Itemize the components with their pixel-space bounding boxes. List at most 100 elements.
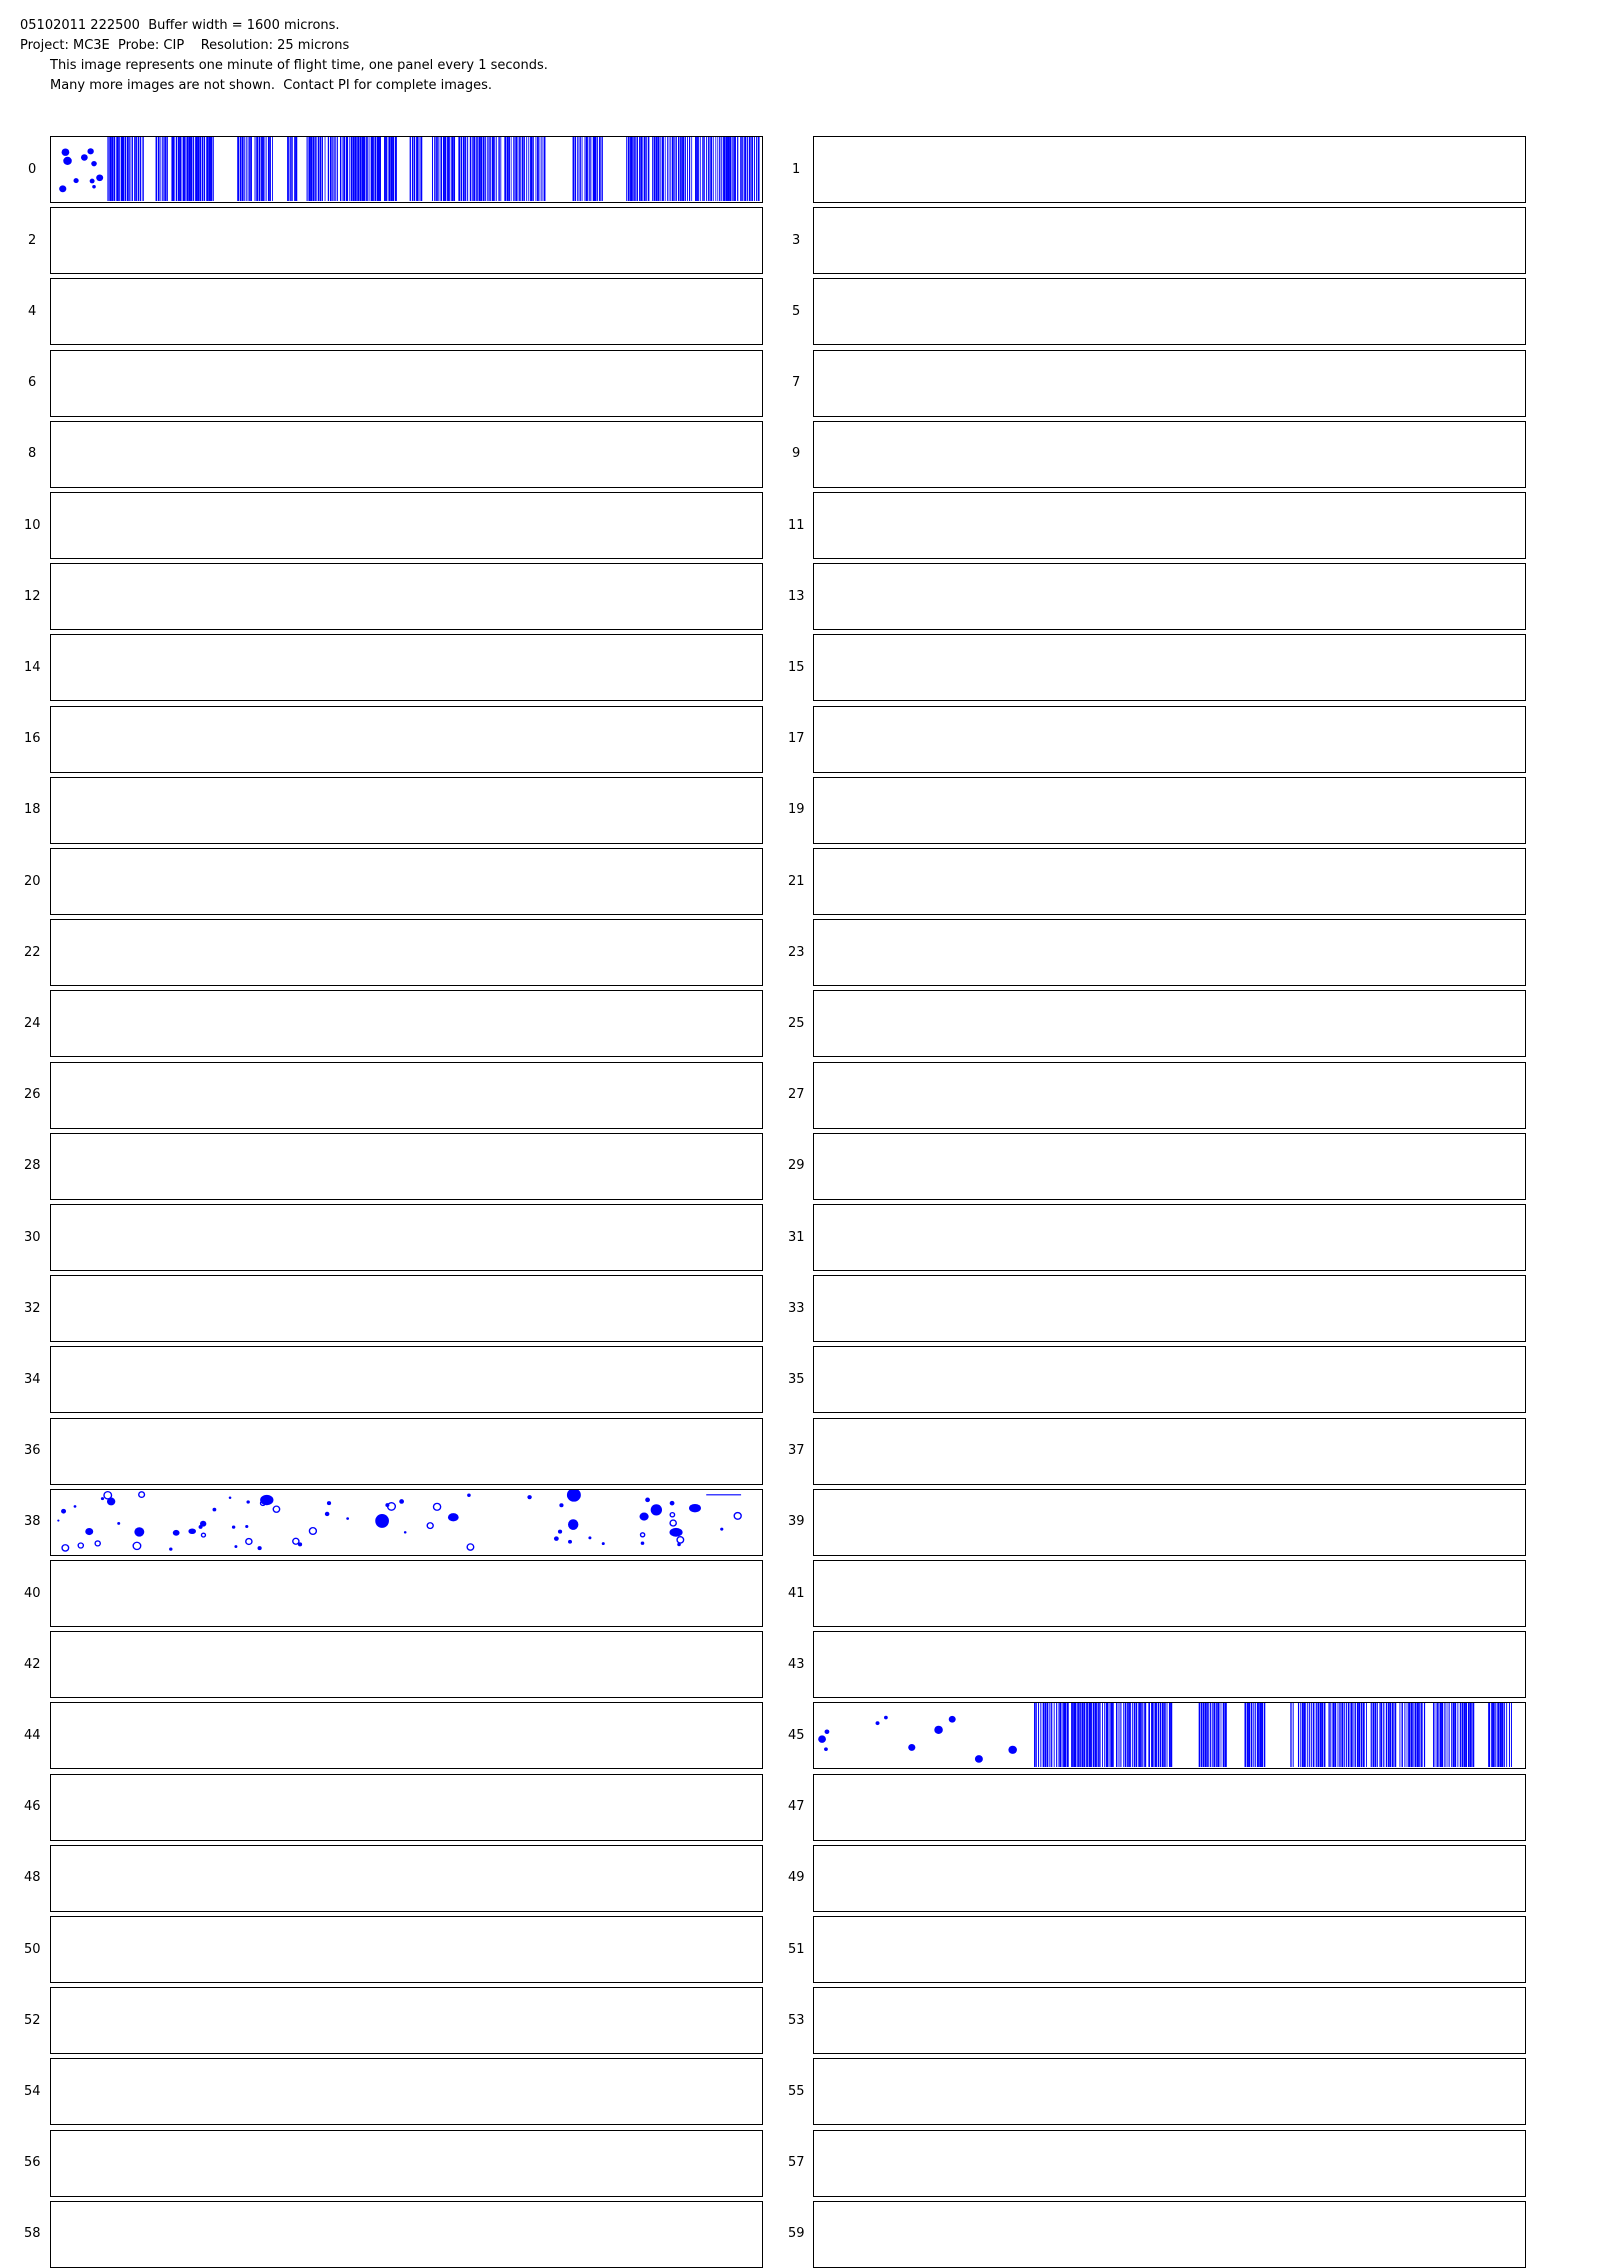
panel-number: 59 [788, 2226, 805, 2242]
image-panel-40 [50, 1560, 763, 1627]
image-panel-2 [50, 207, 763, 275]
panel-number: 7 [792, 375, 801, 391]
image-panel-12 [50, 563, 763, 631]
image-panel-16 [50, 705, 763, 773]
particle-image [59, 137, 760, 201]
panel-number: 29 [788, 1158, 805, 1174]
panel-number: 18 [24, 802, 41, 818]
panel-number: 32 [24, 1300, 41, 1316]
image-panel-8 [50, 420, 763, 488]
image-panel-29 [813, 1132, 1526, 1200]
panel-number: 40 [24, 1585, 41, 1601]
panel-number: 31 [788, 1229, 805, 1245]
panel-number: 34 [24, 1371, 41, 1387]
image-panel-20 [50, 848, 763, 915]
panel-number: 20 [24, 873, 41, 889]
image-panel-59 [813, 2200, 1526, 2268]
image-panel-3 [813, 207, 1526, 275]
panel-number: 28 [24, 1158, 41, 1174]
image-panel-15 [813, 634, 1526, 702]
image-panel-33 [813, 1275, 1526, 1343]
panel-number: 48 [24, 1870, 41, 1886]
panel-number: 30 [24, 1229, 41, 1245]
image-panel-25 [813, 990, 1526, 1058]
image-panel-44 [50, 1702, 763, 1770]
panel-number: 50 [24, 1941, 41, 1957]
panel-number: 14 [24, 659, 41, 675]
image-panel-1 [813, 136, 1526, 203]
panel-number: 9 [792, 446, 801, 462]
panel-number: 22 [24, 944, 41, 960]
image-panel-54 [50, 2058, 763, 2126]
panel-number: 55 [788, 2083, 805, 2099]
image-panel-34 [50, 1346, 763, 1414]
panel-number: 8 [28, 446, 37, 462]
panel-number: 54 [24, 2083, 41, 2099]
image-panel-42 [50, 1631, 763, 1699]
image-panel-19 [813, 776, 1526, 844]
image-panel-37 [813, 1417, 1526, 1485]
panel-number: 49 [788, 1870, 805, 1886]
panel-number: 51 [788, 1941, 805, 1957]
image-panel-39 [813, 1488, 1526, 1556]
panel-number: 23 [788, 944, 805, 960]
image-panel-43 [813, 1631, 1526, 1699]
panel-number: 11 [788, 517, 805, 533]
image-panel-4 [50, 278, 763, 346]
panel-number: 57 [788, 2155, 805, 2171]
image-panel-45 [813, 1702, 1526, 1770]
panel-number: 27 [788, 1087, 805, 1103]
panel-number: 3 [792, 232, 801, 248]
image-panel-9 [813, 420, 1526, 488]
header-line-2: Project: MC3E Probe: CIP Resolution: 25 … [20, 38, 350, 53]
panel-number: 35 [788, 1371, 805, 1387]
image-panel-51 [813, 1916, 1526, 1983]
panel-number: 21 [788, 873, 805, 889]
image-panel-6 [50, 349, 763, 417]
image-panel-32 [50, 1275, 763, 1343]
image-panel-48 [50, 1844, 763, 1912]
image-panel-5 [813, 278, 1526, 346]
panel-number: 0 [28, 161, 37, 177]
image-panel-56 [50, 2129, 763, 2197]
image-panel-28 [50, 1132, 763, 1200]
panel-number: 41 [788, 1585, 805, 1601]
panel-number: 46 [24, 1799, 41, 1815]
header: 05102011 222500 Buffer width = 1600 micr… [20, 16, 548, 96]
image-panel-31 [813, 1204, 1526, 1271]
panel-number: 36 [24, 1443, 41, 1459]
panel-number: 53 [788, 2012, 805, 2028]
image-panel-55 [813, 2058, 1526, 2126]
particle-image [57, 1489, 742, 1552]
image-panel-21 [813, 848, 1526, 915]
panel-number: 26 [24, 1087, 41, 1103]
image-panel-38 [50, 1488, 763, 1556]
panel-number: 13 [788, 588, 805, 604]
panel-number: 1 [792, 161, 801, 177]
image-panel-18 [50, 776, 763, 844]
panel-number: 38 [24, 1514, 41, 1530]
panel-number: 4 [28, 303, 37, 319]
image-panel-52 [50, 1987, 763, 2055]
image-panel-11 [813, 492, 1526, 559]
image-panel-24 [50, 990, 763, 1058]
panel-number: 2 [28, 232, 37, 248]
image-panel-35 [813, 1346, 1526, 1414]
image-panel-30 [50, 1204, 763, 1271]
panel-number: 15 [788, 659, 805, 675]
panel-number: 16 [24, 731, 41, 747]
panel-number: 12 [24, 588, 41, 604]
image-panel-13 [813, 563, 1526, 631]
image-panel-57 [813, 2129, 1526, 2197]
image-panel-7 [813, 349, 1526, 417]
header-line-3: This image represents one minute of flig… [50, 58, 548, 73]
image-panel-53 [813, 1987, 1526, 2055]
image-panel-47 [813, 1773, 1526, 1841]
image-panel-41 [813, 1560, 1526, 1627]
particle-image [818, 1703, 1512, 1768]
image-panel-46 [50, 1773, 763, 1841]
image-panel-0 [50, 136, 763, 203]
panel-number: 6 [28, 375, 37, 391]
panel-number: 39 [788, 1514, 805, 1530]
